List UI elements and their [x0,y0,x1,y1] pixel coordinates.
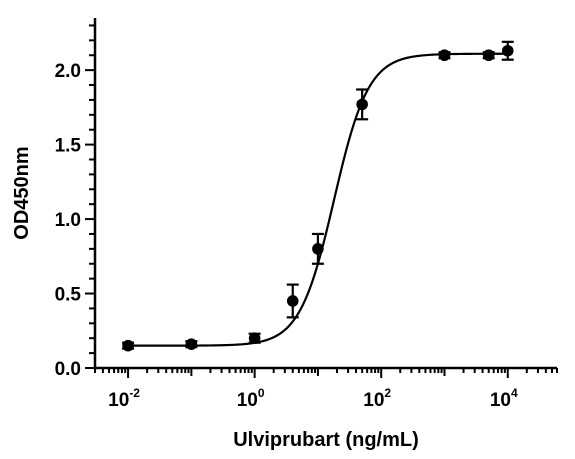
fit-curve [128,52,508,347]
data-point [286,295,299,307]
x-tick-label: 10-2 [108,386,140,411]
x-axis-title: Ulviprubart (ng/mL) [233,429,419,451]
y-tick-label: 1.5 [55,136,82,157]
data-point [501,44,514,57]
y-axis-title: OD450nm [11,146,33,239]
data-point-layer [122,44,514,352]
x-tick-label: 104 [490,386,518,411]
y-tick-label: 2.0 [55,61,81,82]
data-point [248,332,261,345]
data-point [482,49,495,62]
y-tick-layer: 0.0 0.5 1.0 1.5 2.0 [55,24,95,380]
data-point [122,339,134,352]
axes-layer [93,18,557,370]
x-tick-label: 100 [237,386,265,411]
data-point [312,243,324,255]
y-tick-label: 0.0 [55,359,81,380]
fit-curve-layer [128,52,508,347]
x-tick-layer: 10-2 100 102 104 [94,368,558,411]
y-tick-label: 0.5 [55,285,82,306]
data-point [185,338,198,350]
y-tick-label: 1.0 [55,210,81,231]
data-point [438,49,451,62]
data-point [356,98,368,111]
x-tick-label: 102 [363,386,391,411]
error-bar-layer [122,40,514,350]
